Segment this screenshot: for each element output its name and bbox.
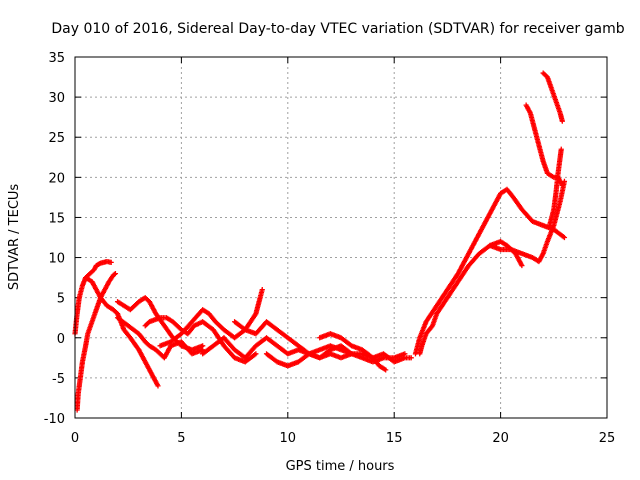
data-point (408, 355, 414, 361)
y-tick-label: 5 (57, 292, 65, 307)
data-point (559, 118, 565, 124)
y-tick-label: 20 (48, 171, 65, 186)
x-tick-label: 25 (599, 431, 616, 446)
data-point (111, 271, 117, 278)
series-arc10 (263, 343, 389, 373)
series-arc11 (317, 331, 414, 365)
x-tick-label: 5 (177, 431, 185, 446)
data-marks (72, 70, 568, 413)
series-arc1 (72, 258, 114, 337)
data-point (558, 146, 564, 152)
series-arc7 (157, 287, 265, 349)
data-point (259, 287, 265, 293)
x-tick-label: 20 (492, 431, 509, 446)
y-tick-label: 15 (48, 211, 65, 226)
y-tick-label: -5 (52, 372, 65, 387)
data-point (155, 383, 161, 389)
x-tick-label: 0 (71, 431, 79, 446)
y-tick-label: 25 (48, 131, 65, 146)
data-point (108, 259, 114, 265)
y-tick-label: 10 (48, 252, 65, 267)
chart-title: Day 010 of 2016, Sidereal Day-to-day VTE… (51, 21, 624, 37)
grid (75, 57, 607, 418)
y-tick-label: 0 (57, 332, 65, 347)
series-arc13 (412, 186, 568, 357)
x-axis-title: GPS time / hours (286, 459, 395, 474)
series-arc16 (540, 70, 565, 124)
y-tick-label: -10 (44, 412, 65, 427)
y-axis-title: SDTVAR / TECUs (7, 184, 22, 291)
y-tick-label: 35 (48, 51, 65, 66)
data-point (253, 351, 259, 357)
series-arc3 (83, 275, 161, 389)
series-arc15 (523, 102, 565, 188)
data-point (519, 262, 525, 269)
series-arc2 (74, 271, 119, 413)
data-point (559, 182, 565, 188)
plot-frame (74, 56, 608, 419)
x-tick-label: 10 (280, 431, 297, 446)
data-point (112, 271, 119, 277)
x-tick-label: 15 (386, 431, 403, 446)
data-point (561, 234, 568, 241)
series-arc17 (546, 146, 564, 229)
y-tick-label: 30 (48, 91, 65, 106)
axis-ticks (74, 56, 608, 419)
data-point (383, 367, 389, 373)
x-tick-labels: 0 5 10 15 20 25 (71, 431, 615, 446)
y-tick-labels: -10 -5 0 5 10 15 20 25 30 35 (44, 51, 65, 427)
